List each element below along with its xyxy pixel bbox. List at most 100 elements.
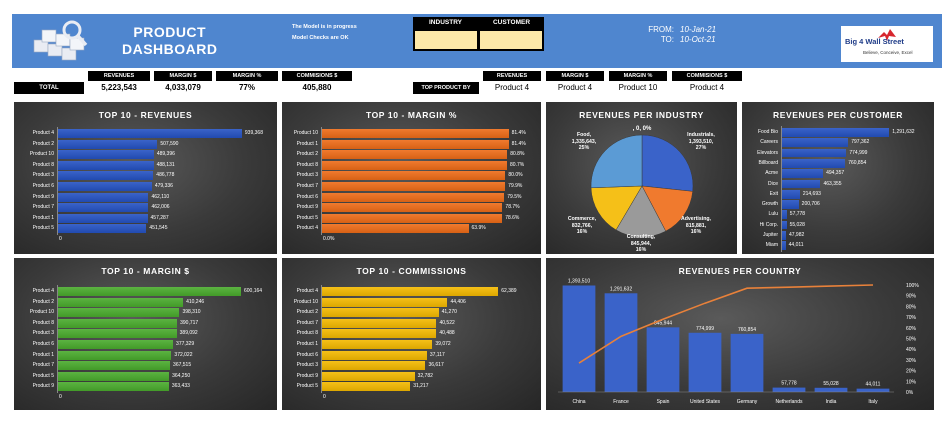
- pct-tick-label: 50%: [906, 337, 917, 343]
- bar[interactable]: [322, 371, 415, 381]
- country-bar[interactable]: [814, 387, 848, 392]
- bar[interactable]: [58, 139, 158, 149]
- bar[interactable]: [58, 171, 154, 181]
- data-label: 372,022: [174, 351, 193, 358]
- bar[interactable]: [58, 287, 241, 297]
- pie-slice-advertising[interactable]: [641, 185, 693, 232]
- bar[interactable]: [58, 340, 174, 350]
- boxes-magnifier-icon: [33, 20, 88, 61]
- bar[interactable]: [322, 129, 509, 139]
- pie-data-label: Food, 1,335,643, 25%: [571, 132, 597, 151]
- bar[interactable]: [782, 200, 799, 209]
- bar[interactable]: [782, 220, 787, 230]
- bar[interactable]: [322, 213, 503, 223]
- bar[interactable]: [782, 169, 824, 178]
- bar[interactable]: [322, 340, 433, 350]
- bar[interactable]: [58, 318, 178, 328]
- pct-tick-label: 90%: [906, 294, 917, 300]
- bar[interactable]: [322, 287, 499, 297]
- bar[interactable]: [322, 382, 411, 392]
- category-label: Product 1: [32, 214, 54, 221]
- bar[interactable]: [322, 150, 508, 160]
- bar[interactable]: [58, 182, 152, 192]
- bar[interactable]: [322, 203, 503, 213]
- pie-slice-commerce[interactable]: [590, 185, 643, 231]
- pie-slice-food[interactable]: [590, 134, 643, 189]
- country-bar[interactable]: [562, 285, 596, 392]
- bar[interactable]: [322, 182, 506, 192]
- category-label: Billboard: [758, 159, 778, 166]
- data-label: 1,291,632: [892, 129, 915, 135]
- data-label: 41,270: [441, 309, 457, 316]
- bar[interactable]: [322, 329, 437, 339]
- bar[interactable]: [782, 179, 821, 189]
- date-range: FROM: 10-Jan-21 TO: 10-Oct-21: [622, 25, 716, 45]
- data-label: 36,617: [428, 362, 444, 369]
- category-label: Product 4: [32, 288, 54, 294]
- bar[interactable]: [782, 158, 846, 168]
- top-product-by-label: TOP PRODUCT BY: [413, 82, 479, 94]
- bar[interactable]: [322, 350, 427, 360]
- bar[interactable]: [322, 361, 426, 371]
- country-bar[interactable]: [772, 387, 806, 392]
- data-label: 80.7%: [510, 161, 525, 168]
- category-label: Product 5: [32, 225, 54, 232]
- revenues-per-industry-title: REVENUES PER INDUSTRY: [579, 110, 704, 120]
- category-label: Product 9: [296, 204, 318, 211]
- bar[interactable]: [322, 192, 505, 202]
- bar[interactable]: [782, 128, 890, 137]
- bar[interactable]: [58, 308, 180, 318]
- data-label: 367,515: [173, 362, 192, 369]
- pareto-line[interactable]: [578, 284, 874, 364]
- to-date[interactable]: 10-Oct-21: [680, 35, 716, 44]
- data-label: 939,368: [244, 130, 263, 136]
- bar[interactable]: [782, 189, 800, 199]
- country-bar[interactable]: [688, 332, 722, 392]
- bar[interactable]: [782, 148, 847, 158]
- bar[interactable]: [58, 371, 170, 381]
- data-label: 410,246: [186, 298, 205, 305]
- bar[interactable]: [58, 160, 154, 170]
- category-label: Product 6: [32, 183, 54, 189]
- country-bar[interactable]: [604, 293, 638, 392]
- bar[interactable]: [58, 382, 169, 392]
- industry-filter-input[interactable]: [415, 31, 477, 49]
- data-label: 214,693: [802, 190, 821, 197]
- bar[interactable]: [58, 224, 147, 234]
- bar[interactable]: [782, 210, 787, 220]
- country-bar[interactable]: [646, 327, 680, 392]
- data-label: 78.6%: [505, 214, 520, 221]
- bar[interactable]: [58, 203, 149, 213]
- bar[interactable]: [58, 192, 149, 202]
- bar[interactable]: [322, 139, 509, 149]
- bar[interactable]: [322, 318, 437, 328]
- bar[interactable]: [58, 329, 177, 339]
- data-label: 80.0%: [508, 172, 523, 179]
- bar[interactable]: [322, 224, 469, 234]
- bar[interactable]: [322, 160, 508, 170]
- pie-zero-label: , 0, 0%: [632, 126, 652, 132]
- bar[interactable]: [322, 297, 448, 307]
- bar[interactable]: [782, 138, 849, 148]
- bar[interactable]: [322, 171, 506, 181]
- eagle-icon: [878, 29, 896, 41]
- data-label: 39,072: [435, 341, 451, 347]
- country-bar[interactable]: [856, 388, 890, 392]
- from-date[interactable]: 10-Jan-21: [680, 25, 717, 34]
- pie-slice-consulting[interactable]: [615, 185, 667, 238]
- category-label: Product 6: [296, 351, 318, 358]
- customer-filter-input[interactable]: [480, 31, 542, 49]
- bar[interactable]: [782, 231, 786, 240]
- pie-slice-industrials[interactable]: [641, 134, 694, 192]
- category-label: Product 5: [296, 383, 318, 390]
- bar[interactable]: [58, 297, 184, 307]
- bar[interactable]: [58, 150, 154, 160]
- bar[interactable]: [58, 350, 172, 360]
- bar[interactable]: [58, 213, 148, 223]
- bar[interactable]: [322, 308, 439, 318]
- pie-chart: [590, 134, 694, 238]
- bar[interactable]: [58, 129, 242, 139]
- bar[interactable]: [58, 361, 171, 371]
- country-bar[interactable]: [730, 333, 764, 392]
- bar[interactable]: [782, 241, 786, 251]
